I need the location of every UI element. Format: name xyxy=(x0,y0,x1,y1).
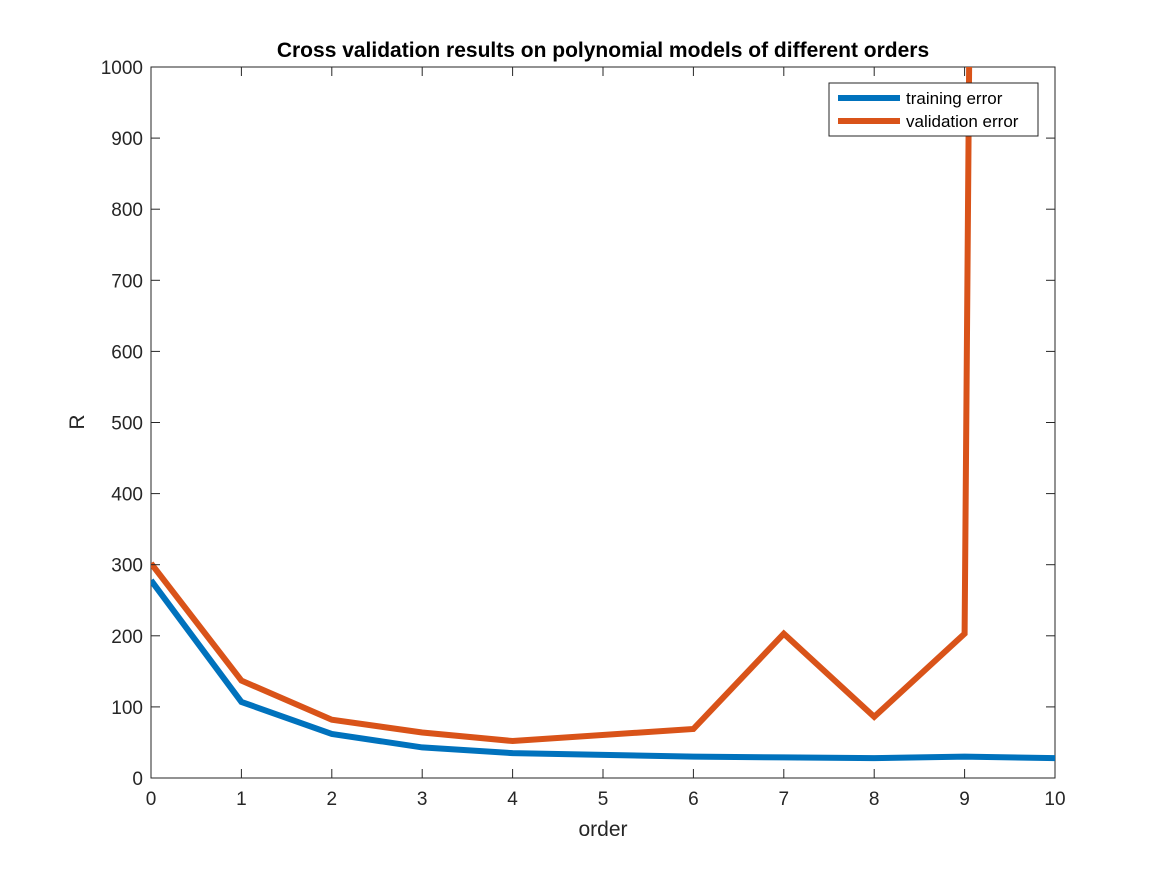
tick-layer: 0 1 2 3 4 5 6 7 8 9 100100200300400500600700800900… xyxy=(101,58,1066,810)
legend: training error validation error xyxy=(828,82,1039,137)
series-layer xyxy=(151,67,1055,762)
y-tick-label: 0 xyxy=(132,769,143,790)
y-tick-label: 100 xyxy=(111,698,143,719)
series-line-validation-error xyxy=(151,67,973,745)
x-tick-label: 7 xyxy=(779,789,790,810)
legend-label-training-error: training error xyxy=(906,89,1003,108)
x-axis-label: order xyxy=(578,818,627,841)
x-tick-label: 8 xyxy=(869,789,880,810)
y-tick-label: 900 xyxy=(111,129,143,150)
axes-box xyxy=(150,66,1056,779)
x-tick-label: 6 xyxy=(688,789,699,810)
x-tick-label: 2 xyxy=(327,789,338,810)
plot-area: 0 1 2 3 4 5 6 7 8 9 100100200300400500600700800900… xyxy=(101,58,1066,810)
chart-title: Cross validation results on polynomial m… xyxy=(277,39,929,62)
y-tick-label: 600 xyxy=(111,342,143,363)
legend-label-validation-error: validation error xyxy=(906,112,1019,131)
x-tick-label: 1 xyxy=(236,789,247,810)
y-tick-label: 500 xyxy=(111,414,143,435)
y-tick-label: 200 xyxy=(111,627,143,648)
y-tick-label: 400 xyxy=(111,485,143,506)
x-tick-label: 10 xyxy=(1044,789,1065,810)
series-line-training-error xyxy=(151,578,1055,762)
y-tick-label: 300 xyxy=(111,556,143,577)
y-axis-label: R xyxy=(66,414,89,429)
x-tick-label: 3 xyxy=(417,789,428,810)
x-tick-label: 4 xyxy=(507,789,518,810)
x-tick-label: 0 xyxy=(146,789,157,810)
y-tick-label: 700 xyxy=(111,271,143,292)
x-tick-label: 5 xyxy=(598,789,609,810)
y-tick-label: 1000 xyxy=(101,58,143,79)
y-tick-label: 800 xyxy=(111,200,143,221)
legend-box xyxy=(828,82,1039,137)
x-tick-label: 9 xyxy=(959,789,970,810)
